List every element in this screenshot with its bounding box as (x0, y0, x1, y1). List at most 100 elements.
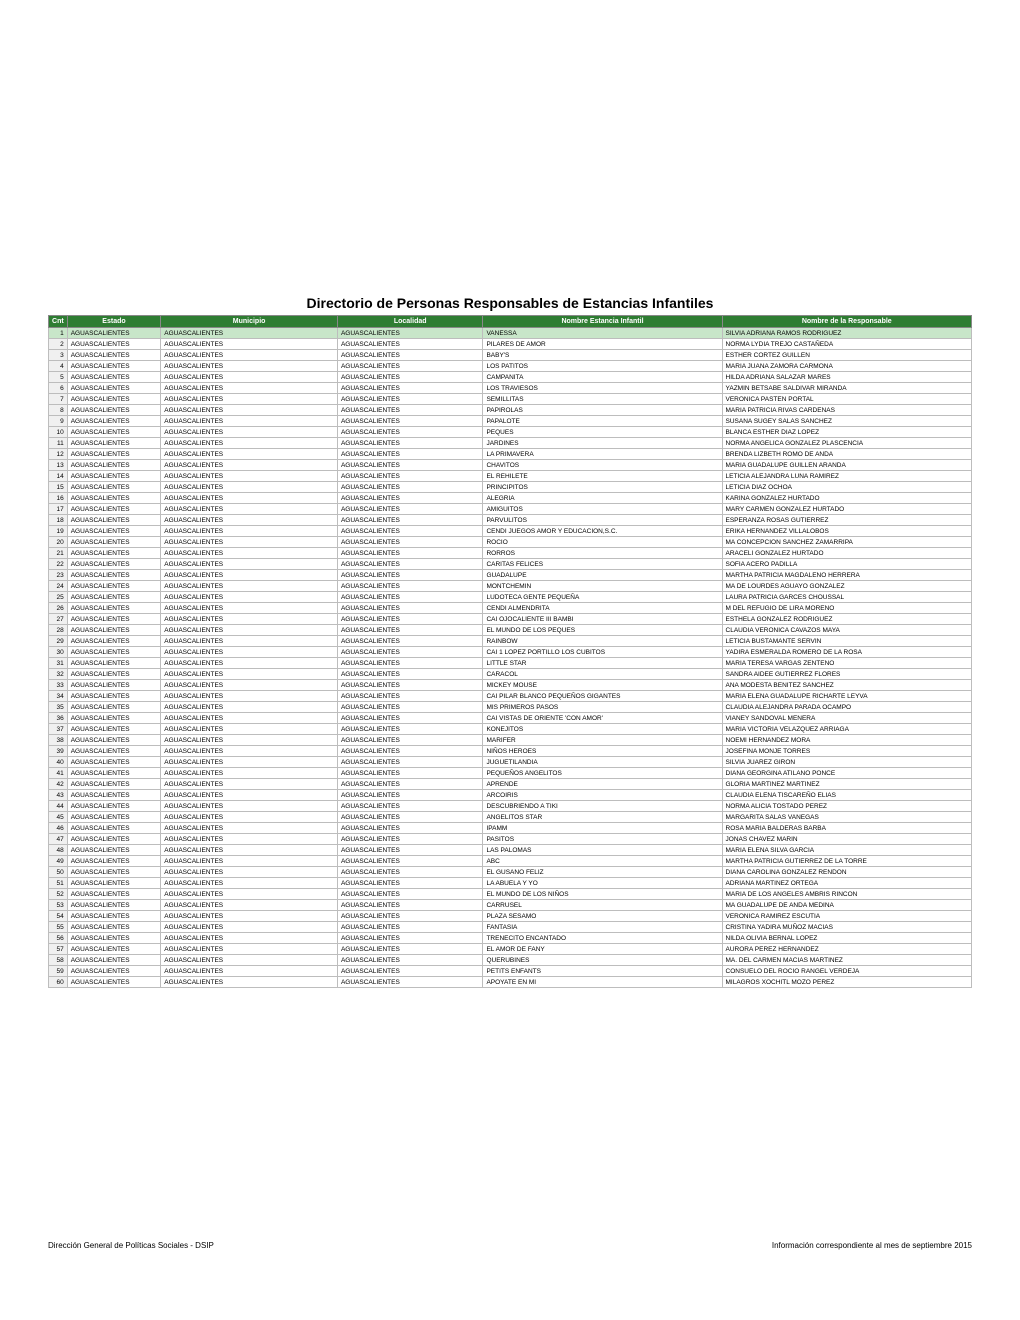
table-cell: RAINBOW (483, 636, 722, 647)
table-cell: AGUASCALIENTES (67, 460, 161, 471)
col-localidad: Localidad (337, 316, 483, 328)
table-cell: AGUASCALIENTES (161, 614, 338, 625)
table-cell: MA CONCEPCION SANCHEZ ZAMARRIPA (722, 537, 971, 548)
table-cell: KARINA GONZALEZ HURTADO (722, 493, 971, 504)
table-cell: SILVIA JUAREZ GIRON (722, 757, 971, 768)
table-row: 33AGUASCALIENTESAGUASCALIENTESAGUASCALIE… (49, 680, 972, 691)
table-cell: AGUASCALIENTES (337, 361, 483, 372)
table-cell: SILVIA ADRIANA RAMOS RODRIGUEZ (722, 328, 971, 339)
table-cell: 50 (49, 867, 68, 878)
table-cell: 10 (49, 427, 68, 438)
table-cell: LUDOTECA GENTE PEQUEÑA (483, 592, 722, 603)
table-cell: 42 (49, 779, 68, 790)
table-cell: AGUASCALIENTES (337, 878, 483, 889)
table-cell: 44 (49, 801, 68, 812)
table-cell: NILDA OLIVIA BERNAL LOPEZ (722, 933, 971, 944)
page-footer: Dirección General de Políticas Sociales … (48, 1241, 972, 1250)
table-cell: AGUASCALIENTES (161, 471, 338, 482)
table-cell: AGUASCALIENTES (161, 944, 338, 955)
table-row: 49AGUASCALIENTESAGUASCALIENTESAGUASCALIE… (49, 856, 972, 867)
table-cell: AGUASCALIENTES (161, 669, 338, 680)
table-cell: AGUASCALIENTES (337, 636, 483, 647)
table-cell: AGUASCALIENTES (67, 570, 161, 581)
table-cell: MARIA ELENA GUADALUPE RICHARTE LEYVA (722, 691, 971, 702)
table-cell: NORMA ANGELICA GONZALEZ PLASCENCIA (722, 438, 971, 449)
table-cell: 39 (49, 746, 68, 757)
table-cell: AGUASCALIENTES (161, 372, 338, 383)
footer-left: Dirección General de Políticas Sociales … (48, 1241, 214, 1250)
table-cell: AGUASCALIENTES (337, 779, 483, 790)
table-cell: AGUASCALIENTES (161, 933, 338, 944)
table-cell: AGUASCALIENTES (67, 471, 161, 482)
table-cell: AGUASCALIENTES (161, 460, 338, 471)
table-row: 52AGUASCALIENTESAGUASCALIENTESAGUASCALIE… (49, 889, 972, 900)
table-cell: CARACOL (483, 669, 722, 680)
table-cell: AGUASCALIENTES (67, 493, 161, 504)
table-cell: CENDI JUEGOS AMOR Y EDUCACION,S.C. (483, 526, 722, 537)
table-cell: AGUASCALIENTES (161, 724, 338, 735)
table-cell: MARIA PATRICIA RIVAS CARDENAS (722, 405, 971, 416)
table-cell: 6 (49, 383, 68, 394)
table-cell: NORMA LYDIA TREJO CASTAÑEDA (722, 339, 971, 350)
table-cell: AGUASCALIENTES (67, 427, 161, 438)
table-cell: PETITS ENFANTS (483, 966, 722, 977)
table-cell: AGUASCALIENTES (161, 592, 338, 603)
table-cell: ABC (483, 856, 722, 867)
table-cell: IPAMM (483, 823, 722, 834)
table-cell: AGUASCALIENTES (67, 834, 161, 845)
table-cell: 11 (49, 438, 68, 449)
table-cell: MA. DEL CARMEN MACIAS MARTINEZ (722, 955, 971, 966)
table-cell: AGUASCALIENTES (337, 548, 483, 559)
table-cell: AGUASCALIENTES (337, 746, 483, 757)
table-cell: JUGUETILANDIA (483, 757, 722, 768)
table-cell: 29 (49, 636, 68, 647)
table-cell: MARIA TERESA VARGAS ZENTENO (722, 658, 971, 669)
table-cell: AGUASCALIENTES (161, 966, 338, 977)
table-cell: AGUASCALIENTES (337, 856, 483, 867)
table-cell: AGUASCALIENTES (67, 669, 161, 680)
table-cell: 24 (49, 581, 68, 592)
table-cell: AGUASCALIENTES (337, 768, 483, 779)
table-cell: AGUASCALIENTES (67, 790, 161, 801)
table-cell: AGUASCALIENTES (161, 504, 338, 515)
table-cell: AGUASCALIENTES (67, 812, 161, 823)
table-row: 15AGUASCALIENTESAGUASCALIENTESAGUASCALIE… (49, 482, 972, 493)
table-cell: KONEJITOS (483, 724, 722, 735)
table-row: 59AGUASCALIENTESAGUASCALIENTESAGUASCALIE… (49, 966, 972, 977)
table-cell: 38 (49, 735, 68, 746)
table-cell: AMIGUITOS (483, 504, 722, 515)
table-cell: 60 (49, 977, 68, 988)
table-cell: DESCUBRIENDO A TIKI (483, 801, 722, 812)
table-cell: AGUASCALIENTES (67, 900, 161, 911)
table-row: 41AGUASCALIENTESAGUASCALIENTESAGUASCALIE… (49, 768, 972, 779)
table-cell: 33 (49, 680, 68, 691)
footer-right: Información correspondiente al mes de se… (772, 1241, 972, 1250)
table-row: 35AGUASCALIENTESAGUASCALIENTESAGUASCALIE… (49, 702, 972, 713)
col-responsable: Nombre de la Responsable (722, 316, 971, 328)
table-cell: PEQUEÑOS ANGELITOS (483, 768, 722, 779)
table-cell: AGUASCALIENTES (67, 537, 161, 548)
table-cell: BLANCA ESTHER DIAZ LOPEZ (722, 427, 971, 438)
table-row: 31AGUASCALIENTESAGUASCALIENTESAGUASCALIE… (49, 658, 972, 669)
table-cell: AGUASCALIENTES (161, 416, 338, 427)
table-cell: 23 (49, 570, 68, 581)
table-cell: 37 (49, 724, 68, 735)
table-cell: AGUASCALIENTES (161, 526, 338, 537)
table-cell: 18 (49, 515, 68, 526)
table-cell: CLAUDIA ELENA TISCAREÑO ELIAS (722, 790, 971, 801)
table-cell: CAI 1 LOPEZ PORTILLO LOS CUBITOS (483, 647, 722, 658)
table-cell: AGUASCALIENTES (161, 482, 338, 493)
table-cell: ESPERANZA ROSAS GUTIERREZ (722, 515, 971, 526)
table-cell: AGUASCALIENTES (337, 911, 483, 922)
table-cell: CLAUDIA VERONICA CAVAZOS MAYA (722, 625, 971, 636)
table-cell: AGUASCALIENTES (67, 977, 161, 988)
table-cell: 40 (49, 757, 68, 768)
table-cell: AGUASCALIENTES (161, 548, 338, 559)
table-cell: AGUASCALIENTES (161, 779, 338, 790)
table-cell: MARIA ELENA SILVA GARCIA (722, 845, 971, 856)
table-row: 32AGUASCALIENTESAGUASCALIENTESAGUASCALIE… (49, 669, 972, 680)
table-header-row: Cnt Estado Municipio Localidad Nombre Es… (49, 316, 972, 328)
table-row: 27AGUASCALIENTESAGUASCALIENTESAGUASCALIE… (49, 614, 972, 625)
table-cell: 49 (49, 856, 68, 867)
table-cell: 4 (49, 361, 68, 372)
